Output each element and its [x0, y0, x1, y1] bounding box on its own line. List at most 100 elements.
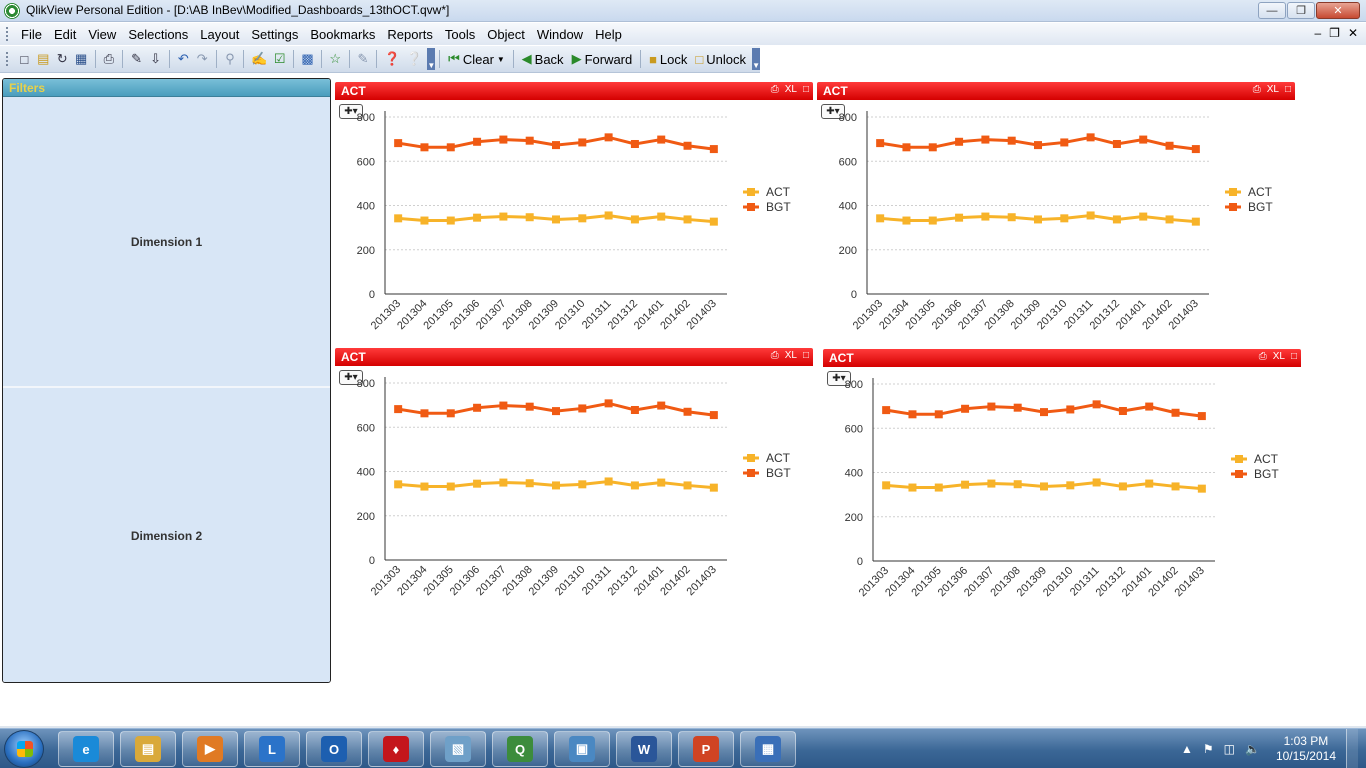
reload-icon[interactable]: ↻	[56, 51, 68, 66]
data-point-act	[552, 481, 560, 490]
document-restore-button[interactable]: ❐	[1329, 26, 1340, 40]
back-button[interactable]: ◀ Back	[522, 51, 564, 67]
toolbar-separator	[169, 50, 170, 68]
unlock-button[interactable]: □ Unlock	[695, 52, 746, 67]
menu-settings[interactable]: Settings	[251, 26, 299, 42]
toolbar-overflow-chevron-icon[interactable]: ▼	[752, 48, 761, 70]
search-icon[interactable]: ⚲	[225, 51, 235, 66]
context-help-icon[interactable]: ❔	[406, 51, 423, 66]
menu-help[interactable]: Help	[595, 26, 622, 42]
taskbar-app-media-player[interactable]: ▶	[182, 731, 238, 767]
fast-type-change-button[interactable]: ✚▾	[821, 104, 845, 119]
y-tick-label: 800	[845, 379, 863, 391]
maximize-icon[interactable]: □	[1290, 351, 1297, 362]
taskbar-app-qlikview[interactable]: Q	[492, 731, 548, 767]
taskbar-app-file-explorer[interactable]: ▤	[120, 731, 176, 767]
edit-script-icon[interactable]: ✎	[131, 51, 143, 66]
taskbar-app-photo-viewer[interactable]: ▣	[554, 731, 610, 767]
maximize-button[interactable]: ❐	[1287, 2, 1315, 19]
print-icon[interactable]: ⎙	[770, 84, 779, 95]
maximize-icon[interactable]: □	[802, 84, 809, 95]
data-point-bgt	[1092, 400, 1101, 409]
network-icon[interactable]: ◫	[1223, 742, 1235, 756]
save-icon[interactable]: ▦	[74, 51, 88, 66]
taskbar-app-internet-explorer[interactable]: e	[58, 731, 114, 767]
edit-sheet-icon[interactable]: ✎	[357, 51, 369, 66]
show-hidden-icons-icon[interactable]: ▲	[1180, 742, 1193, 756]
document-minimize-button[interactable]: –	[1314, 26, 1322, 40]
start-button[interactable]	[4, 730, 44, 768]
fast-type-change-button[interactable]: ✚▾	[339, 104, 363, 119]
menu-tools[interactable]: Tools	[444, 26, 476, 42]
y-tick-label: 0	[857, 556, 863, 568]
send-to-excel-button[interactable]: XL	[1272, 351, 1285, 362]
undo-icon[interactable]: ↶	[177, 51, 189, 66]
data-point-bgt	[683, 141, 692, 150]
chevron-down-icon[interactable]: ▼	[496, 54, 505, 64]
menu-edit[interactable]: Edit	[53, 26, 77, 42]
menu-file[interactable]: File	[21, 26, 42, 42]
action-center-flag-icon[interactable]: ⚑	[1202, 742, 1214, 756]
lock-button[interactable]: ■ Lock	[649, 52, 687, 67]
send-to-excel-button[interactable]: XL	[784, 350, 797, 361]
help-icon[interactable]: ❓	[384, 51, 401, 66]
chart-caption[interactable]: ACT ⎙ XL □	[823, 349, 1301, 367]
print-icon[interactable]: ⎙	[1258, 351, 1267, 362]
send-to-excel-button[interactable]: XL	[1266, 84, 1279, 95]
chart-caption[interactable]: ACT ⎙ XL □	[817, 82, 1295, 100]
clear-button[interactable]: ⏮ Clear ▼	[448, 51, 505, 67]
minimize-button[interactable]: —	[1258, 2, 1286, 19]
lock-icon: ■	[649, 51, 657, 67]
menu-selections[interactable]: Selections	[128, 26, 189, 42]
menu-layout[interactable]: Layout	[200, 26, 240, 42]
fast-type-change-button[interactable]: ✚▾	[339, 370, 363, 385]
bookmark-star-icon[interactable]: ☆	[329, 51, 342, 66]
menu-grip[interactable]	[6, 27, 9, 41]
check-icon[interactable]: ☑	[273, 51, 286, 66]
menu-window[interactable]: Window	[536, 26, 584, 42]
menu-object[interactable]: Object	[487, 26, 525, 42]
send-to-excel-button[interactable]: XL	[784, 84, 797, 95]
taskbar-app-powerpoint[interactable]: P	[678, 731, 734, 767]
dimension-2-listbox[interactable]: Dimension 2	[3, 390, 330, 682]
edit-properties-icon[interactable]: ✍	[251, 51, 268, 66]
toolbar-overflow-chevron-icon[interactable]: ▼	[427, 48, 436, 70]
print-icon[interactable]: ⎙	[770, 350, 779, 361]
open-folder-icon[interactable]: ▤	[37, 51, 50, 66]
toolbar-grip[interactable]	[6, 52, 9, 66]
menu-reports[interactable]: Reports	[387, 26, 433, 42]
document-close-button[interactable]: ✕	[1347, 26, 1358, 40]
qlikview-app-icon[interactable]	[4, 3, 20, 19]
clock[interactable]: 1:03 PM 10/15/2014	[1276, 734, 1336, 764]
taskbar-app-acrobat[interactable]: ♦	[368, 731, 424, 767]
forward-button[interactable]: ▶ Forward	[572, 51, 633, 67]
chart-window-4[interactable]: ACT ⎙ XL □ ✚▾ 0 200 400 600 800 201303 201304 2…	[823, 349, 1301, 607]
menu-view[interactable]: View	[88, 26, 117, 42]
chart-window-3[interactable]: ACT ⎙ XL □ ✚▾ 0 200 400 600 800 201303 201304 2…	[335, 348, 813, 606]
print-icon[interactable]: ⎙	[1252, 84, 1261, 95]
maximize-icon[interactable]: □	[802, 350, 809, 361]
chart-wizard-icon[interactable]: ▩	[301, 51, 314, 66]
data-point-act	[1112, 215, 1121, 224]
chart-window-1[interactable]: ACT ⎙ XL □ ✚▾ 0 200 400 600 800 201303 201304 2…	[335, 82, 813, 340]
maximize-icon[interactable]: □	[1284, 84, 1291, 95]
new-document-icon[interactable]: □	[20, 51, 29, 67]
reload-data-icon[interactable]: ⇩	[150, 51, 161, 66]
taskbar-app-outlook[interactable]: O	[306, 731, 362, 767]
taskbar-app-remote-desktop[interactable]: ▦	[740, 731, 796, 767]
print-icon[interactable]: ⎙	[103, 51, 115, 66]
taskbar-app-notepad[interactable]: ▧	[430, 731, 486, 767]
chart-caption[interactable]: ACT ⎙ XL □	[335, 82, 813, 100]
redo-icon[interactable]: ↷	[196, 51, 208, 66]
chart-window-2[interactable]: ACT ⎙ XL □ ✚▾ 0 200 400 600 800 201303 201304 2…	[817, 82, 1295, 340]
menu-bookmarks[interactable]: Bookmarks	[310, 26, 376, 42]
fast-type-change-button[interactable]: ✚▾	[827, 371, 851, 386]
taskbar-app-lync[interactable]: L	[244, 731, 300, 767]
legend-label-bgt: BGT	[1248, 200, 1273, 214]
close-button[interactable]: ✕	[1316, 2, 1360, 19]
taskbar-app-word[interactable]: W	[616, 731, 672, 767]
show-desktop-button[interactable]	[1346, 729, 1358, 768]
volume-icon[interactable]: 🔈	[1244, 742, 1260, 756]
dimension-1-listbox[interactable]: Dimension 1	[3, 98, 330, 388]
chart-caption[interactable]: ACT ⎙ XL □	[335, 348, 813, 366]
